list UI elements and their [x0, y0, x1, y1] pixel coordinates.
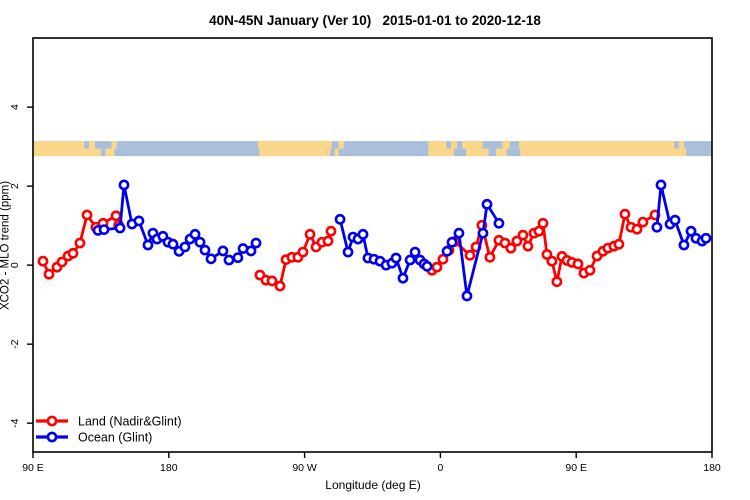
- chart-title: 40N-45N January (Ver 10) 2015-01-01 to 2…: [209, 13, 541, 28]
- svg-text:90 W: 90 W: [292, 462, 317, 474]
- legend-label: Ocean (Glint): [78, 431, 152, 445]
- svg-text:180: 180: [703, 462, 721, 474]
- svg-text:90 E: 90 E: [565, 462, 587, 474]
- svg-text:180: 180: [160, 462, 178, 474]
- series-land: [37, 208, 661, 292]
- axis-ticks: 90 E 180 90 W 0 90 E 180 -4 -2 0 2 4: [9, 104, 721, 474]
- svg-text:90 E: 90 E: [22, 462, 44, 474]
- legend-label: Land (Nadir&Glint): [78, 415, 182, 429]
- svg-text:-2: -2: [9, 339, 21, 348]
- svg-text:4: 4: [9, 104, 21, 110]
- svg-text:0: 0: [437, 462, 443, 474]
- svg-text:2: 2: [9, 183, 21, 189]
- x-axis-title: Longitude (deg E): [325, 478, 421, 492]
- plot-frame: [32, 37, 713, 453]
- legend: Land (Nadir&Glint) Ocean (Glint): [36, 415, 182, 445]
- svg-text:-4: -4: [9, 418, 21, 427]
- svg-text:0: 0: [9, 262, 21, 268]
- land-ocean-map-band: [33, 141, 712, 157]
- series-ocean: [92, 179, 712, 302]
